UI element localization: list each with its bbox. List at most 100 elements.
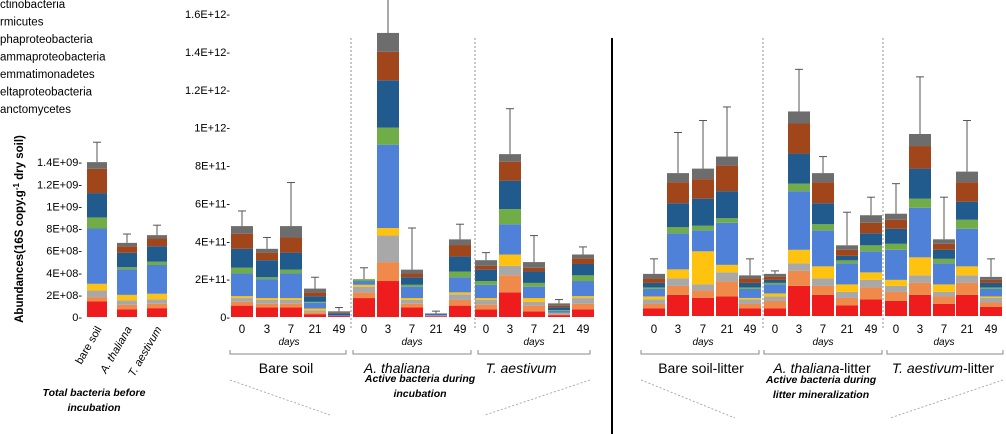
bar-segment <box>667 285 689 295</box>
bar-segment <box>933 249 955 259</box>
bar-segment <box>280 273 302 299</box>
bar-segment <box>643 288 665 297</box>
y-tick-label: 4E+11- <box>195 236 230 248</box>
bar-segment <box>304 296 326 302</box>
bar-segment <box>716 218 738 223</box>
bar-segment <box>667 203 689 228</box>
bar-segment <box>692 251 714 285</box>
bar-segment <box>739 303 761 309</box>
group-bracket <box>886 350 1004 355</box>
y-tick-label: 4E+08- <box>46 268 82 280</box>
bar-segment <box>304 314 326 317</box>
bar-segment <box>425 316 447 317</box>
bar-segment <box>231 305 253 317</box>
bar-segment <box>572 275 594 282</box>
bar-segment <box>885 228 907 244</box>
bar-segment <box>836 284 858 292</box>
bar-segment <box>692 168 714 180</box>
bar-segment <box>328 315 350 317</box>
bar-segment <box>328 312 350 314</box>
bar-segment <box>812 266 834 279</box>
bar-segment <box>909 134 931 147</box>
bar-segment <box>425 313 447 315</box>
legend-entry: eltaproteobacteria <box>0 87 93 99</box>
bar-segment <box>788 111 810 124</box>
bar-segment <box>475 284 497 299</box>
bar-segment <box>147 265 167 294</box>
bar-segment <box>117 294 137 301</box>
bar-segment <box>377 51 399 81</box>
bar-segment <box>377 127 399 145</box>
bar-segment <box>548 303 570 306</box>
bar-segment <box>117 309 137 317</box>
days-label: days <box>278 337 299 348</box>
bar-segment <box>147 303 167 309</box>
bar-segment <box>231 267 253 274</box>
bar-segment <box>716 296 738 316</box>
legend-entry: ammaproteobacteria <box>0 52 106 64</box>
bar-segment <box>933 243 955 250</box>
bar-segment <box>377 262 399 282</box>
bar-segment <box>328 313 350 316</box>
bar-segment <box>860 279 882 288</box>
y-tick-label: 1E+09- <box>46 201 82 213</box>
x-tick-label: 7 <box>700 324 706 336</box>
x-tick-label: 0 <box>893 324 899 336</box>
bar-segment <box>739 299 761 304</box>
bar-segment <box>836 260 858 264</box>
bar-segment <box>328 311 350 313</box>
bar-segment <box>933 291 955 297</box>
bar-segment <box>739 297 761 300</box>
bar-segment <box>692 198 714 226</box>
y-tick-label: 0- <box>220 312 230 324</box>
bar-segment <box>956 201 978 220</box>
x-tick-label: 7 <box>820 324 826 336</box>
bar-segment <box>572 254 594 259</box>
bar-segment <box>980 282 1002 288</box>
bar-segment <box>523 267 545 272</box>
bar-segment <box>788 191 810 250</box>
bar-segment <box>449 256 471 272</box>
bar-segment <box>523 262 545 268</box>
bar-segment <box>87 297 107 302</box>
bar-segment <box>401 298 423 300</box>
bar-segment <box>147 238 167 247</box>
bar-segment <box>523 305 545 312</box>
bar-segment <box>425 314 447 316</box>
y-tick-label: 2E+11- <box>195 274 230 286</box>
bar-segment <box>377 32 399 52</box>
y-tick-label: 0- <box>72 312 82 324</box>
bar-segment <box>812 203 834 225</box>
days-label: days <box>523 337 544 348</box>
group-bracket <box>229 350 347 355</box>
bar-segment <box>739 287 761 289</box>
bar-segment <box>449 245 471 257</box>
y-tick-label: 1.4E+09- <box>37 157 82 169</box>
bar-segment <box>523 301 545 306</box>
bar-segment <box>231 301 253 306</box>
bar-segment <box>87 162 107 169</box>
group-bracket <box>477 350 591 355</box>
panel-total-bacteria: 0- 2E+08- 4E+08- 6E+08- 8E+08- 1E+09- 1.2E+09-… <box>37 141 167 379</box>
bar-segment <box>980 302 1002 307</box>
bar-segment <box>909 257 931 276</box>
bar-segment <box>256 279 278 299</box>
bar-segment <box>117 304 137 310</box>
bar-segment <box>667 227 689 234</box>
y-tick-label: 1E+12- <box>194 123 230 135</box>
bar-segment <box>117 267 137 270</box>
bar-segment <box>377 281 399 317</box>
bar-segment <box>860 215 882 223</box>
bar-segment <box>304 288 326 293</box>
bar-segment <box>401 273 423 278</box>
bar-segment <box>933 284 955 292</box>
bar-segment <box>812 285 834 295</box>
bar-segment <box>401 299 423 304</box>
caption-leader <box>484 379 591 416</box>
bar-segment <box>304 308 326 311</box>
bar-segment <box>667 269 689 279</box>
bar-segment <box>667 182 689 204</box>
bar-segment <box>836 255 858 261</box>
x-tick-label: 21 <box>553 324 566 336</box>
bar-segment <box>117 242 137 247</box>
